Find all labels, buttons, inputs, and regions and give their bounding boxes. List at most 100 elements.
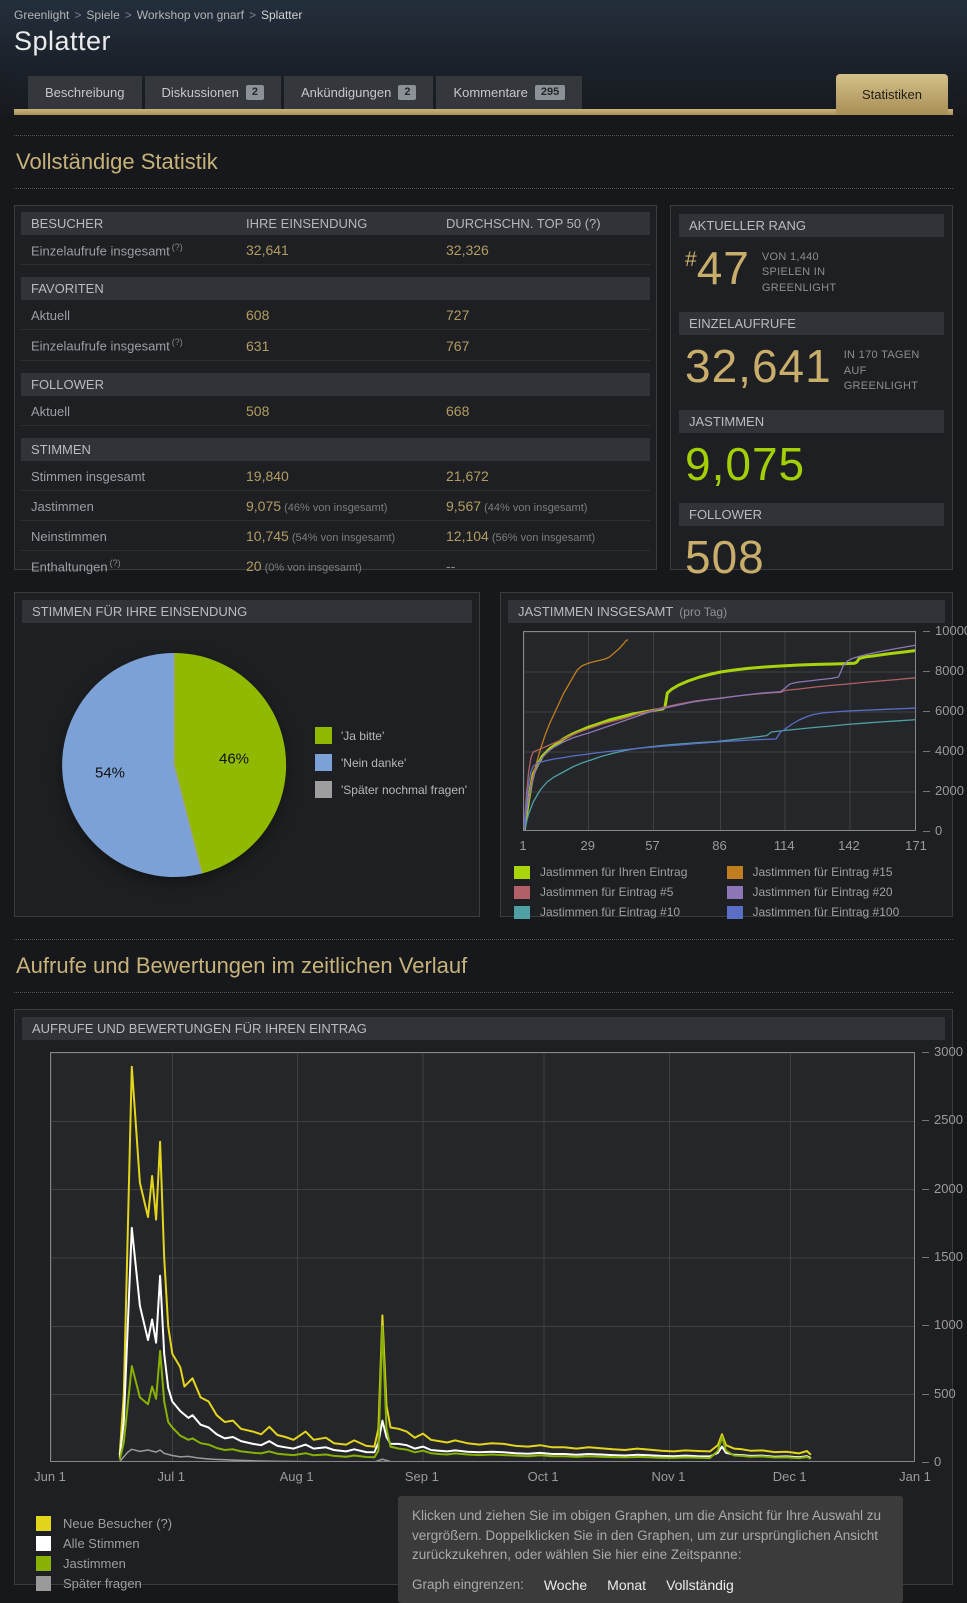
legend-label: Jastimmen für Ihren Eintrag xyxy=(540,865,688,879)
rank-section-header: FOLLOWER xyxy=(679,503,944,527)
legend-item: Jastimmen für Eintrag #15 xyxy=(726,865,940,879)
row-label: Aktuell xyxy=(31,403,71,419)
breadcrumb-item[interactable]: Spiele xyxy=(86,8,120,22)
table-row: Stimmen insgesamt 19,840 21,672 xyxy=(21,461,650,491)
value-top50: 9,567 (44% von insgesamt) xyxy=(446,497,588,514)
value-top50: 767 xyxy=(446,337,470,354)
rank-side-note: IN 170 TAGEN AUF GREENLIGHT xyxy=(843,349,920,392)
help-icon[interactable]: (?) xyxy=(109,557,121,568)
pie-label-yes-percent: 46% xyxy=(218,750,250,768)
x-tick-label: 114 xyxy=(773,838,795,853)
rank-number: 508 xyxy=(685,531,765,584)
table-section-label: BESUCHER xyxy=(31,216,104,231)
value-your-entry: 20 (0% von insgesamt) xyxy=(246,557,362,574)
timeline-panel-title: AUFRUFE UND BEWERTUNGEN FÜR IHREN EINTRA… xyxy=(32,1021,367,1036)
breadcrumb-item[interactable]: Splatter xyxy=(260,8,303,22)
table-section-header: FAVORITEN xyxy=(21,277,650,301)
range-option-vollständig[interactable]: Vollständig xyxy=(666,1576,734,1593)
legend-swatch xyxy=(726,885,743,899)
tab-kommentare[interactable]: Kommentare 295 xyxy=(436,76,583,109)
row-label: Stimmen insgesamt xyxy=(31,468,146,484)
legend-label: 'Nein danke' xyxy=(341,755,407,770)
range-option-woche[interactable]: Woche xyxy=(543,1576,588,1593)
main-content: Vollständige Statistik BESUCHER IHRE EINS… xyxy=(0,135,967,1603)
range-label: Graph eingrenzen: xyxy=(412,1577,524,1593)
tab-diskussionen[interactable]: Diskussionen 2 xyxy=(144,76,281,109)
value-your-entry: 10,745 (54% von insgesamt) xyxy=(246,527,396,544)
value-note: (44% von insgesamt) xyxy=(481,501,588,514)
table-row: Neinstimmen 10,745 (54% von insgesamt) 12,… xyxy=(21,521,650,551)
legend-item: Jastimmen für Eintrag #20 xyxy=(726,885,940,899)
breadcrumb-separator: > xyxy=(124,8,132,22)
legend-item: 'Ja bitte' xyxy=(315,727,467,744)
table-row: Aktuell 608 727 xyxy=(21,300,650,331)
table-row: Einzelaufrufe insgesamt (?) 631 767 xyxy=(21,330,650,361)
table-row: Jastimmen 9,075 (46% von insgesamt) 9,567 … xyxy=(21,491,650,521)
breadcrumb-item[interactable]: Greenlight xyxy=(14,8,70,22)
y-tick-label: 2500 xyxy=(922,1112,963,1127)
table-row: Enthaltungen (?) 20 (0% von insgesamt) -- xyxy=(21,551,650,580)
table-section-header: STIMMEN xyxy=(21,437,650,461)
column-header-top50: DURCHSCHN. TOP 50 (?) xyxy=(446,216,601,231)
legend-swatch xyxy=(315,781,332,798)
y-tick-label: 0 xyxy=(922,1454,941,1469)
value-note: (46% von insgesamt) xyxy=(281,501,388,514)
pie-svg xyxy=(62,652,287,877)
jastimmen-panel-subtitle: (pro Tag) xyxy=(679,604,728,619)
jastimmen-legend: Jastimmen für Ihren Eintrag Jastimmen für… xyxy=(514,865,939,925)
tab-bar: Beschreibung Diskussionen 2 Ankündigungen 2 K… xyxy=(14,69,953,115)
legend-label: Später fragen xyxy=(63,1576,142,1591)
legend-swatch xyxy=(36,1556,51,1571)
legend-swatch xyxy=(36,1576,51,1591)
value-top50: 32,326 xyxy=(446,242,489,259)
rank-number: 9,075 xyxy=(685,438,806,491)
jastimmen-plot-svg xyxy=(523,631,916,831)
breadcrumb-item[interactable]: Workshop von gnarf xyxy=(136,8,244,22)
x-tick-label: 1 xyxy=(519,838,527,853)
x-tick-label: 142 xyxy=(838,838,860,853)
rank-section-label: FOLLOWER xyxy=(689,507,762,523)
pie-label-no-percent: 54% xyxy=(94,764,126,782)
timeline-panel-header: AUFRUFE UND BEWERTUNGEN FÜR IHREN EINTRA… xyxy=(22,1017,945,1040)
value-note: (54% von insgesamt) xyxy=(288,531,396,544)
row-label: Aktuell xyxy=(31,308,71,324)
value-your-entry: 608 xyxy=(246,307,270,324)
help-icon[interactable]: (?) xyxy=(171,337,183,348)
x-tick-label: Aug 1 xyxy=(279,1469,314,1484)
stats-table-panel: BESUCHER IHRE EINSENDUNG DURCHSCHN. TOP 50… xyxy=(14,205,657,574)
x-tick-label: Jul 1 xyxy=(157,1469,185,1484)
tab-beschreibung[interactable]: Beschreibung xyxy=(28,76,142,109)
breadcrumb-separator: > xyxy=(248,8,256,22)
y-tick-label: 4000 xyxy=(923,743,964,758)
x-tick-label: Nov 1 xyxy=(651,1469,686,1484)
pie-panel-header: STIMMEN FÜR IHRE EINSENDUNG xyxy=(22,600,472,623)
legend-item: Jastimmen für Eintrag #100 xyxy=(726,905,940,919)
legend-swatch xyxy=(36,1516,51,1531)
value-top50: 21,672 xyxy=(446,467,489,484)
legend-label: 'Später nochmal fragen' xyxy=(341,782,467,797)
rank-section-header: JASTIMMEN xyxy=(679,410,944,434)
tab-ankündigungen[interactable]: Ankündigungen 2 xyxy=(283,76,434,109)
breadcrumb-separator: > xyxy=(74,8,82,22)
table-section-label: STIMMEN xyxy=(31,441,91,457)
tab-underline xyxy=(14,109,953,115)
range-option-monat[interactable]: Monat xyxy=(607,1576,647,1593)
pie-legend: 'Ja bitte' 'Nein danke' 'Später nochmal fr… xyxy=(315,727,467,808)
help-icon[interactable]: (?) xyxy=(171,242,183,252)
range-selector: Graph eingrenzen: Woche Monat Vollständig xyxy=(412,1577,889,1593)
x-tick-label: Dec 1 xyxy=(772,1469,807,1484)
tab-statistiken[interactable]: Statistiken xyxy=(836,74,948,115)
value-your-entry: 631 xyxy=(246,337,270,354)
rank-panel: AKTUELLER RANG #47 VON 1,440 SPIELEN IN GR… xyxy=(670,205,953,580)
table-section-header: FOLLOWER xyxy=(21,372,650,396)
rank-section-label: AKTUELLER RANG xyxy=(689,218,807,233)
rank-side-note: VON 1,440 SPIELEN IN GREENLIGHT xyxy=(761,251,837,294)
timeline-chart[interactable]: Jun 1 Jul 1 Aug 1 Sep 1 Oct 1 Nov 1 Dec 1 Jan 1… xyxy=(22,1040,963,1502)
table-section-header: BESUCHER IHRE EINSENDUNG DURCHSCHN. TOP 50… xyxy=(21,212,650,235)
tab-bar-tabs: Beschreibung Diskussionen 2 Ankündigungen 2 K… xyxy=(28,74,948,115)
rank-value-row: 9,075 xyxy=(679,433,944,499)
y-tick-label: 1000 xyxy=(922,1317,963,1332)
table-section-label: FOLLOWER xyxy=(31,376,104,392)
x-tick-label: Sep 1 xyxy=(404,1469,439,1484)
